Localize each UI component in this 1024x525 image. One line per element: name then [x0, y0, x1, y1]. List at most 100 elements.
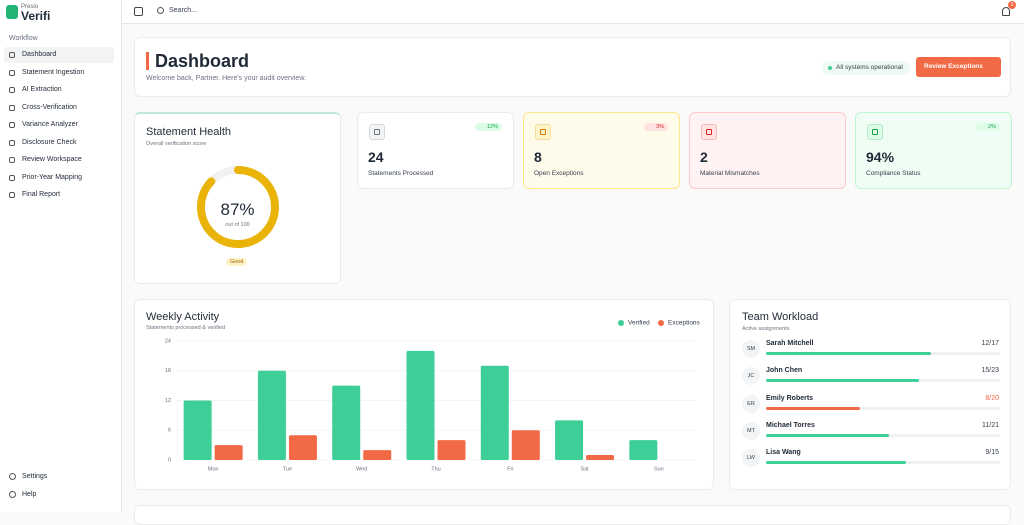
- review-button[interactable]: Review Exceptions: [916, 57, 1001, 77]
- member-name: Sarah Mitchell: [766, 340, 814, 347]
- search-icon: [157, 7, 164, 14]
- stat-label: Material Mismatches: [700, 170, 760, 177]
- stat-value: 2: [700, 149, 708, 165]
- bottom-card: [134, 505, 1011, 525]
- stat-label: Statements Processed: [368, 170, 434, 177]
- logo: [6, 5, 18, 19]
- stat-trend: 2%: [976, 123, 1000, 131]
- x-tick-label: Sun: [654, 466, 664, 472]
- stat-card: 2 Material Mismatches: [689, 112, 846, 189]
- header-card: Dashboard Welcome back, Partner. Here's …: [134, 37, 1011, 97]
- nav-icon: [9, 122, 15, 128]
- progress-track: [766, 379, 1000, 383]
- health-value: 87%: [220, 200, 255, 219]
- bar-chart: 0 6 12 18 24 Mon Tue Wed Thu Fri Sat Sun Verified Exc…: [165, 320, 701, 473]
- nav-item[interactable]: Variance Analyzer: [22, 121, 78, 128]
- avatar: LW: [742, 449, 760, 468]
- member-name: John Chen: [766, 367, 803, 375]
- stat-card: 3% 8 Open Exceptions: [523, 112, 680, 189]
- legend-swatch: [658, 320, 664, 326]
- progress-bar: [766, 406, 860, 410]
- team-card: Team Workload Active assignments SM Sarah…: [729, 299, 1011, 490]
- stat-icon: [701, 124, 717, 140]
- stat-trend: 12%: [474, 123, 502, 131]
- y-tick-label: 0: [168, 457, 171, 463]
- health-card: Statement Health Overall verification sc…: [134, 112, 341, 284]
- stat-icon-glyph: [706, 129, 712, 135]
- health-caption: out of 100: [225, 222, 250, 228]
- nav-icon: [9, 52, 15, 58]
- nav-icon: [9, 139, 15, 146]
- legend-label: Exceptions: [668, 320, 701, 327]
- member-name: Michael Torres: [766, 421, 815, 429]
- search-input[interactable]: Search...: [169, 7, 198, 14]
- nav-item[interactable]: Statement Ingestion: [22, 68, 85, 76]
- nav-icon: [9, 157, 15, 163]
- nav-item[interactable]: Final Report: [22, 191, 61, 198]
- chart-title: Weekly Activity: [146, 311, 220, 323]
- stat-value: 8: [534, 149, 542, 165]
- avatar: ER: [742, 394, 760, 413]
- bar: [511, 430, 540, 460]
- x-tick-label: Wed: [356, 466, 367, 472]
- team-title: Team Workload: [742, 311, 819, 323]
- avatar: JC: [742, 367, 760, 386]
- member-name: Emily Roberts: [766, 394, 814, 402]
- nav-item[interactable]: Dashboard: [22, 51, 57, 58]
- page-subtitle: Welcome back, Partner. Here's your audit…: [146, 75, 306, 82]
- health-badge: Good: [226, 258, 248, 266]
- team-subtitle: Active assignments: [742, 326, 790, 332]
- legend-label: Verified: [628, 320, 650, 327]
- section-label: Workflow: [9, 35, 38, 42]
- nav-item[interactable]: Review Workspace: [22, 156, 82, 163]
- bar: [183, 400, 212, 460]
- stat-card: 2% 94% Compliance Status: [855, 112, 1012, 189]
- nav-item[interactable]: Prior-Year Mapping: [22, 173, 83, 181]
- stat-label: Compliance Status: [866, 170, 921, 177]
- health-title: Statement Health: [146, 126, 231, 138]
- nav-item[interactable]: AI Extraction: [22, 86, 62, 93]
- member-progress: 12/17: [981, 340, 999, 347]
- nav-item[interactable]: Disclosure Check: [22, 138, 77, 146]
- stat-value: 24: [368, 149, 384, 165]
- x-tick-label: Tue: [283, 466, 292, 472]
- sidebar-toggle[interactable]: [134, 7, 143, 16]
- stat-card: 12% 24 Statements Processed: [357, 112, 514, 189]
- progress-track: [766, 406, 1000, 410]
- notification-count: 3: [1008, 1, 1016, 9]
- member-progress: 9/15: [985, 449, 999, 457]
- y-tick-label: 18: [165, 368, 171, 374]
- stat-icon-glyph: [374, 129, 380, 135]
- x-tick-label: Sat: [580, 466, 589, 472]
- bar: [332, 385, 361, 460]
- avatar: SM: [742, 340, 760, 358]
- nav-icon: [9, 69, 15, 76]
- stat-label: Open Exceptions: [534, 170, 584, 177]
- topbar: Search... 3: [122, 0, 1024, 24]
- stat-value: 94%: [866, 149, 895, 165]
- member-progress: 15/23: [981, 367, 999, 375]
- member-progress: 8/20: [985, 394, 999, 402]
- nav-active-bg: [4, 47, 114, 63]
- nav-footer-item[interactable]: Settings: [22, 473, 48, 480]
- notification-bell[interactable]: [1002, 7, 1010, 16]
- stat-icon-glyph: [540, 129, 546, 135]
- nav-icon: [9, 473, 16, 480]
- progress-track: [766, 433, 1000, 437]
- stat-icon: [535, 124, 551, 140]
- nav-icon: [9, 490, 16, 498]
- brand-name: Verifi: [21, 9, 51, 23]
- avatar: MT: [742, 421, 760, 440]
- brand-small: Presio: [21, 4, 39, 10]
- health-subtitle: Overall verification score: [146, 141, 207, 147]
- stat-icon-glyph: [872, 129, 878, 135]
- health-ring: [197, 166, 279, 248]
- member-name: Lisa Wang: [766, 449, 801, 457]
- status-dot: [828, 66, 832, 70]
- accent: [146, 52, 149, 70]
- nav-item[interactable]: Cross-Verification: [22, 103, 77, 111]
- bar: [437, 440, 466, 460]
- nav-footer-item[interactable]: Help: [22, 490, 37, 498]
- progress-track: [766, 461, 1000, 465]
- bar: [480, 365, 509, 460]
